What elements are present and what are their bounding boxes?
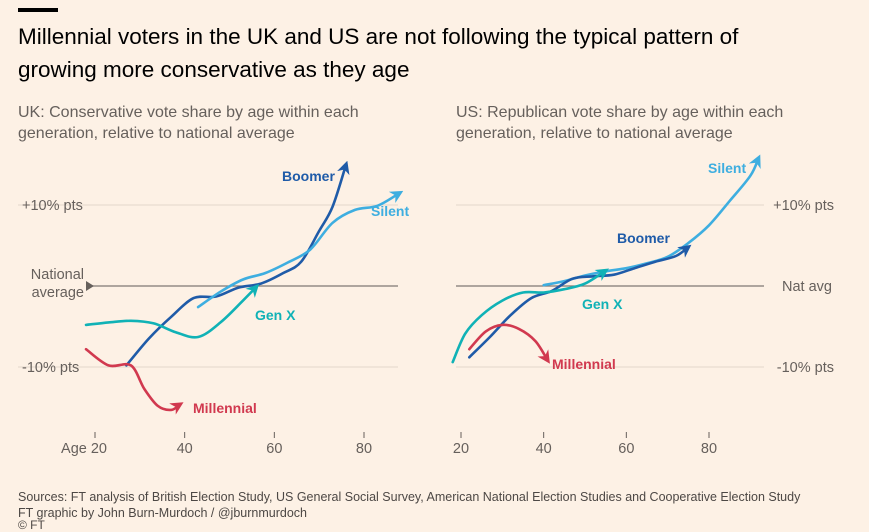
uk-x-ticks: Age 20 40 60 80 [61,432,372,457]
us-label-millennial: Millennial [552,356,616,372]
uk-chart: +10% pts -10% pts National average Age 2… [18,160,409,457]
sources-text: Sources: FT analysis of British Election… [18,490,801,504]
uk-ytick-average: National average [30,267,84,301]
uk-series-line-boomer [125,160,350,367]
credit-text: FT graphic by John Burn-Murdoch / @jburn… [18,506,307,520]
page-title: Millennial voters in the UK and US are n… [18,24,739,82]
uk-series-line-gen-x [84,283,260,339]
us-label-genx: Gen X [582,296,623,312]
source-note: Sources: FT analysis of British Election… [18,489,858,521]
uk-nat-avg-marker-icon [86,281,94,291]
us-series-line-millennial [468,323,550,364]
uk-ytick-average-wrap: National average [30,267,84,301]
uk-label-millennial: Millennial [193,400,257,416]
uk-xtick-label: 40 [177,441,193,457]
uk-xtick-label: Age 20 [61,441,107,457]
us-xtick-label: 60 [618,441,634,457]
uk-series-line-silent [196,190,404,309]
us-ytick-minus10: -10% pts [777,360,834,376]
us-chart: +10% pts Nat avg -10% pts 20 40 60 80 Silen… [451,154,834,457]
us-xtick-label: 40 [536,441,552,457]
uk-xtick-label: 80 [356,441,372,457]
uk-label-boomer: Boomer [282,168,335,184]
us-chart-title: US: Republican vote share by age within … [456,104,784,142]
ft-brand-bar [18,8,58,12]
us-series-line-boomer [468,244,692,359]
uk-label-genx: Gen X [255,307,296,323]
uk-ytick-plus10: +10% pts [22,198,83,214]
uk-series-line-millennial [84,347,184,415]
us-x-ticks: 20 40 60 80 [453,432,717,457]
us-label-boomer: Boomer [617,230,670,246]
us-series [451,154,761,364]
uk-ytick-minus10: -10% pts [22,360,79,376]
us-label-silent: Silent [708,160,746,176]
us-ytick-nat-avg: Nat avg [782,279,832,295]
uk-chart-title: UK: Conservative vote share by age withi… [18,104,359,142]
us-series-line-gen-x [451,268,610,364]
uk-xtick-label: 60 [266,441,282,457]
uk-series [84,160,404,415]
us-series-line-silent [542,154,761,287]
us-xtick-label: 80 [701,441,717,457]
ft-logo: © FT [18,518,45,532]
us-ytick-plus10: +10% pts [773,198,834,214]
uk-label-silent: Silent [371,203,409,219]
us-xtick-label: 20 [453,441,469,457]
